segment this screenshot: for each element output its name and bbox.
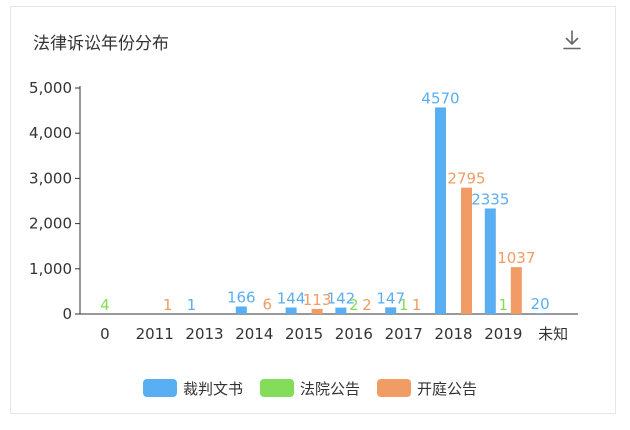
bar[interactable] — [484, 208, 496, 314]
bar[interactable] — [510, 267, 522, 314]
x-tick-label: 2019 — [484, 325, 522, 343]
x-tick-label: 0 — [100, 325, 110, 343]
y-tick-label: 2,000 — [29, 215, 72, 233]
x-tick-label: 2015 — [285, 325, 323, 343]
bar[interactable] — [335, 307, 347, 314]
x-tick-label: 2011 — [136, 325, 174, 343]
y-tick-label: 1,000 — [29, 260, 72, 278]
bar-value-label: 6 — [263, 296, 273, 314]
bar[interactable] — [311, 308, 323, 314]
bar-value-label: 1 — [399, 296, 409, 314]
bar-value-label: 20 — [531, 295, 550, 313]
y-tick-label: 0 — [62, 305, 72, 323]
bar-value-label: 4 — [100, 296, 110, 314]
bar[interactable] — [235, 306, 247, 314]
bar-value-label: 2795 — [447, 170, 485, 188]
y-tick-label: 3,000 — [29, 169, 72, 187]
x-tick-label: 2016 — [335, 325, 373, 343]
bar-value-label: 166 — [227, 288, 256, 306]
bar-value-label: 2 — [362, 296, 372, 314]
x-tick-label: 2013 — [185, 325, 223, 343]
bar-value-label: 144 — [277, 289, 306, 307]
legend-label[interactable]: 法院公告 — [300, 380, 360, 398]
bar[interactable] — [461, 187, 472, 314]
bar[interactable] — [285, 307, 297, 314]
bar-value-label: 1037 — [497, 249, 535, 267]
legend-swatch[interactable] — [377, 379, 411, 397]
legend-swatch[interactable] — [143, 379, 177, 397]
chart-title: 法律诉讼年份分布 — [33, 34, 169, 54]
y-tick-label: 4,000 — [29, 124, 72, 142]
bar-value-label: 147 — [376, 289, 405, 307]
x-tick-label: 未知 — [538, 325, 568, 343]
bar-value-label: 2 — [349, 296, 359, 314]
bar[interactable] — [435, 107, 446, 314]
bar-value-label: 1 — [163, 296, 173, 314]
bar[interactable] — [534, 313, 546, 314]
bar-value-label: 1 — [187, 296, 197, 314]
bar-value-label: 2335 — [471, 190, 509, 208]
legend-swatch[interactable] — [260, 379, 294, 397]
bar-value-label: 113 — [303, 291, 332, 309]
download-icon[interactable] — [559, 27, 585, 53]
bar-value-label: 4570 — [421, 89, 459, 107]
bar-value-label: 142 — [327, 290, 356, 308]
x-tick-label: 2018 — [434, 325, 472, 343]
x-tick-label: 2017 — [385, 325, 423, 343]
legend-label[interactable]: 开庭公告 — [417, 380, 477, 398]
chart-card: 法律诉讼年份分布 — [10, 6, 616, 414]
legend-label[interactable]: 裁判文书 — [183, 380, 243, 398]
x-tick-label: 2014 — [235, 325, 273, 343]
bar[interactable] — [385, 307, 397, 314]
bar-value-label: 1 — [499, 296, 509, 314]
bar-value-label: 1 — [412, 296, 422, 314]
y-tick-label: 5,000 — [29, 79, 72, 97]
